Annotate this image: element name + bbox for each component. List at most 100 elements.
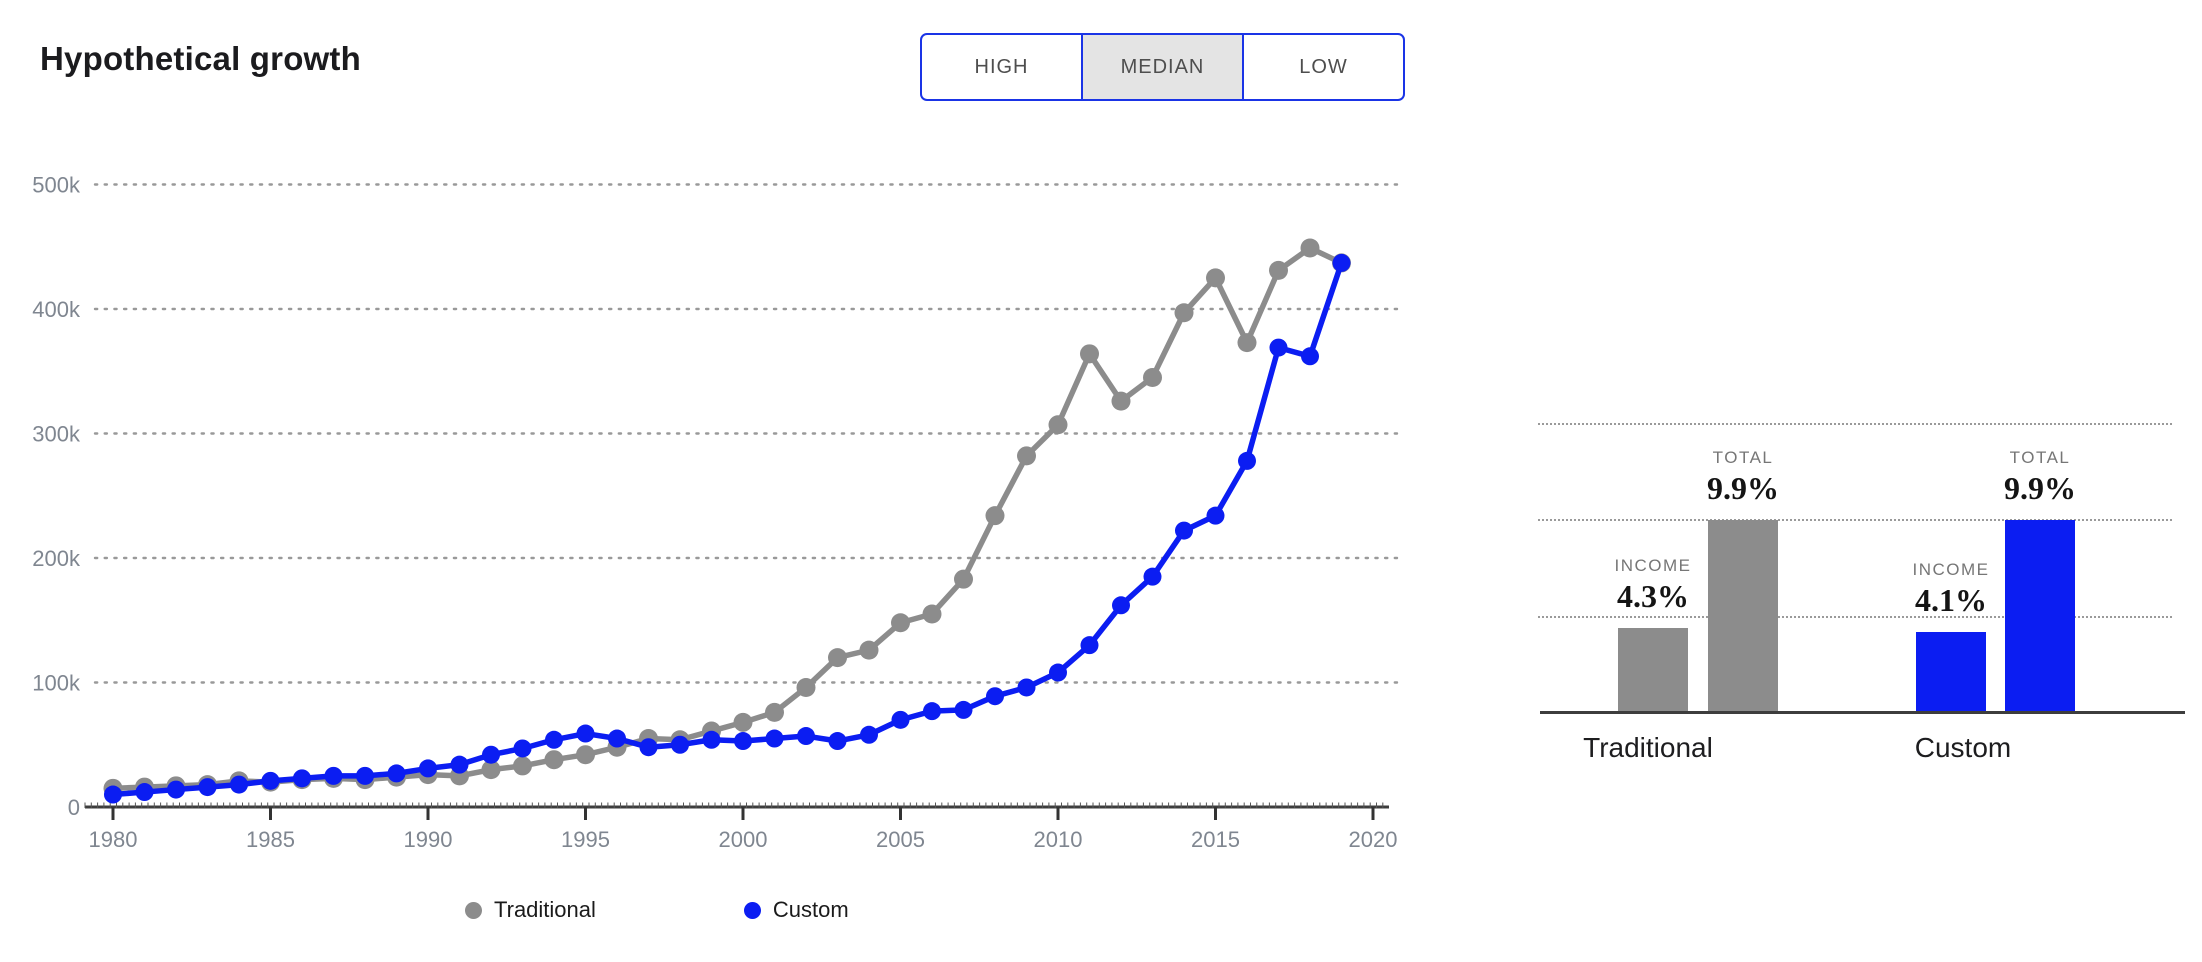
data-point-custom-1999 (702, 730, 721, 749)
x-axis-label: 1990 (404, 827, 453, 852)
data-point-custom-2004 (860, 725, 878, 744)
data-point-custom-1997 (639, 738, 658, 757)
data-point-custom-1985 (261, 771, 280, 790)
legend-dot-icon (743, 901, 761, 919)
data-point-traditional-2018 (1300, 238, 1320, 258)
data-point-custom-1996 (608, 729, 626, 748)
toggle-option-high[interactable]: HIGH (920, 33, 1083, 101)
y-axis-label: 100k (32, 671, 81, 696)
y-axis-labels: 0 100k 200k 300k 400k 500k (32, 173, 81, 821)
series-traditional (103, 238, 1351, 798)
data-point-custom-1986 (293, 769, 311, 788)
x-axis-label: 2010 (1034, 827, 1083, 852)
data-point-custom-1988 (356, 766, 374, 785)
page-title: Hypothetical growth (40, 40, 361, 77)
data-point-traditional-2007 (954, 569, 973, 589)
data-point-traditional-2005 (891, 613, 910, 633)
data-point-traditional-1987 (324, 768, 343, 788)
data-point-custom-1980 (104, 785, 122, 804)
data-point-traditional-2009 (1017, 446, 1036, 466)
y-axis-label: 0 (68, 795, 80, 820)
data-point-custom-1993 (513, 739, 532, 758)
x-axis-label: 1985 (246, 827, 295, 852)
data-point-traditional-2001 (765, 702, 784, 722)
annotation-custom-income: INCOME 4.1% (1876, 560, 2026, 618)
growth-line-chart: 0 100k 200k 300k 400k 500k 1980 1985 1990 1995 200… (32, 173, 1402, 852)
data-point-traditional-1981 (135, 777, 154, 797)
data-point-traditional-1986 (292, 770, 312, 790)
bar-traditional-income (1618, 628, 1688, 711)
data-point-traditional-2000 (733, 712, 753, 732)
data-point-custom-1982 (167, 780, 185, 799)
data-point-custom-2003 (828, 732, 847, 751)
annotation-title: INCOME (1912, 560, 1990, 580)
data-point-traditional-2006 (922, 604, 942, 624)
legend-dot-icon (465, 901, 482, 919)
data-point-traditional-2014 (1174, 303, 1194, 323)
data-point-custom-1984 (230, 775, 248, 794)
data-point-custom-1998 (671, 735, 689, 754)
legend-label: Custom (772, 897, 849, 922)
y-axis-label: 300k (32, 422, 81, 447)
legend-item-traditional: Traditional (465, 897, 596, 923)
data-point-custom-2000 (734, 732, 752, 751)
bar-group-label-custom: Custom (1914, 732, 2012, 763)
annotation-percent: 9.9% (2004, 470, 2076, 507)
toggle-option-median[interactable]: MEDIAN (1081, 33, 1244, 101)
data-point-custom-2011 (1080, 636, 1099, 655)
data-point-traditional-2019 (1332, 253, 1351, 273)
data-point-traditional-1988 (355, 770, 375, 790)
data-point-custom-2007 (954, 700, 973, 719)
bar-traditional-total (1708, 520, 1778, 711)
annotation-title: INCOME (1614, 556, 1692, 576)
data-point-custom-2015 (1206, 506, 1225, 525)
data-point-traditional-1999 (702, 721, 721, 741)
data-point-custom-2005 (891, 710, 910, 729)
data-point-custom-2017 (1269, 338, 1288, 357)
data-point-traditional-2003 (828, 648, 847, 668)
x-axis-label: 2020 (1349, 827, 1398, 852)
data-point-custom-1987 (324, 766, 343, 785)
data-point-traditional-1998 (670, 730, 690, 750)
data-point-traditional-2012 (1111, 391, 1131, 411)
data-point-traditional-2013 (1143, 367, 1162, 387)
data-point-custom-1983 (198, 778, 217, 797)
x-axis-label: 1980 (89, 827, 138, 852)
data-point-traditional-1983 (198, 775, 217, 795)
return-bars-panel: INCOME 4.3% TOTAL 9.9% Traditional INCOME 4.1%… (1530, 380, 2202, 780)
chart-legend: Traditional Custom (465, 897, 849, 923)
data-point-traditional-2004 (859, 640, 879, 660)
legend-item-custom: Custom (743, 897, 849, 923)
data-point-traditional-1995 (576, 745, 595, 765)
y-axis-label: 200k (32, 546, 81, 571)
y-axis-label: 400k (32, 297, 81, 322)
bar-gridline-15pct (1538, 422, 2172, 425)
annotation-title: TOTAL (1712, 448, 1774, 468)
bar-group-label-traditional: Traditional (1583, 732, 1713, 763)
data-point-custom-2009 (1017, 678, 1036, 697)
data-point-custom-2001 (765, 729, 784, 748)
x-axis-label: 1995 (561, 827, 610, 852)
annotation-percent: 4.1% (1915, 582, 1987, 619)
data-point-custom-2010 (1049, 663, 1067, 682)
data-point-custom-2008 (986, 687, 1004, 706)
y-axis-label: 500k (32, 173, 81, 198)
annotation-custom-total: TOTAL 9.9% (1965, 448, 2115, 506)
data-point-traditional-1984 (229, 771, 249, 791)
data-point-traditional-1992 (481, 760, 501, 780)
data-point-custom-1995 (576, 724, 595, 743)
legend-label: Traditional (494, 897, 596, 922)
data-point-traditional-2008 (985, 506, 1005, 526)
data-point-custom-2016 (1238, 451, 1256, 470)
data-point-traditional-2011 (1080, 344, 1099, 364)
data-point-traditional-2015 (1206, 268, 1225, 288)
data-point-traditional-2010 (1048, 415, 1068, 435)
data-point-traditional-1989 (387, 767, 406, 787)
data-point-traditional-1993 (513, 756, 532, 776)
data-point-custom-2012 (1112, 596, 1130, 615)
data-point-traditional-1985 (261, 772, 280, 792)
data-point-traditional-2017 (1269, 260, 1288, 280)
toggle-option-low[interactable]: LOW (1242, 33, 1405, 101)
series-custom (104, 253, 1351, 804)
data-point-custom-1981 (135, 783, 154, 802)
